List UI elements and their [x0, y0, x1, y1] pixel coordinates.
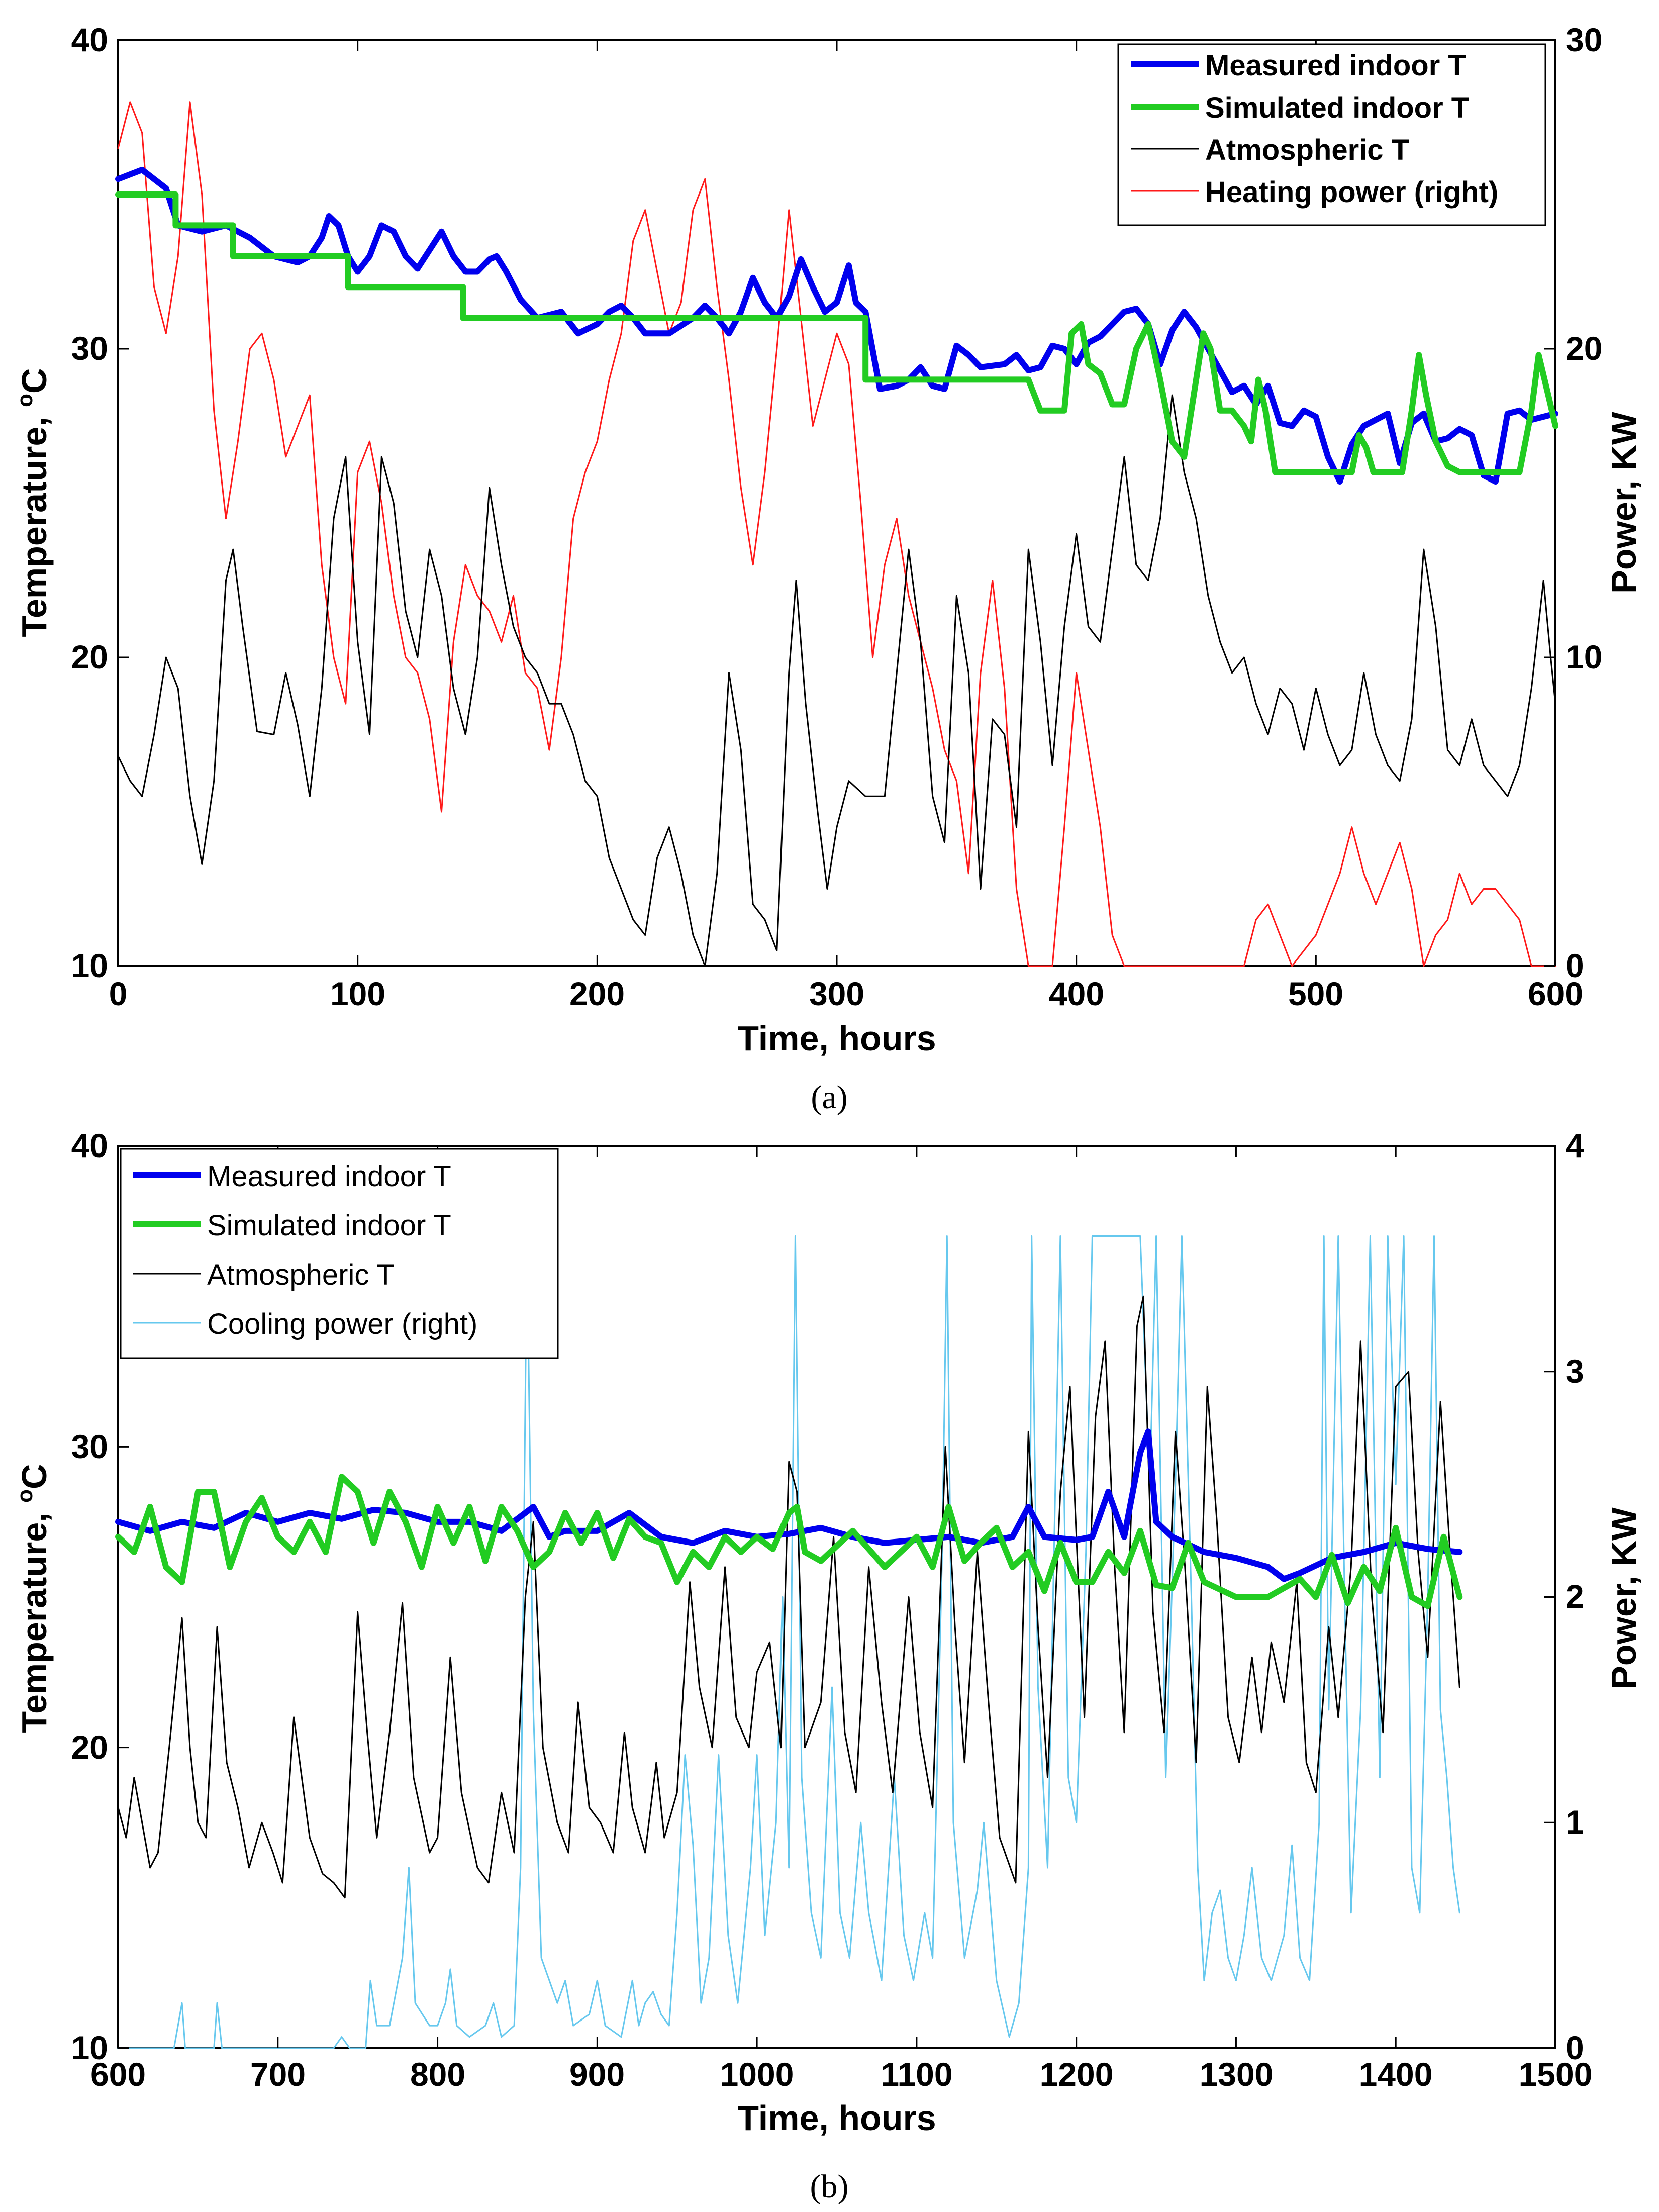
a-y-axis-label-left: Temperature, oC: [13, 368, 54, 637]
a-y-axis-label-right: Power, KW: [1604, 412, 1643, 594]
b-xtick-label: 1400: [1359, 2056, 1433, 2093]
b-caption: (b): [810, 2168, 849, 2205]
b-ytick-right-label: 2: [1566, 1578, 1584, 1615]
b-y-axis-label-right: Power, KW: [1604, 1507, 1643, 1689]
b-ytick-left-label: 20: [71, 1728, 108, 1766]
b-ytick-left-label: 10: [71, 2029, 108, 2066]
a-legend-label: Simulated indoor T: [1205, 91, 1469, 124]
b-legend-label: Cooling power (right): [207, 1308, 477, 1340]
a-series-heating-line: [117, 101, 1556, 967]
b-series-simulated-line: [115, 1474, 1463, 1609]
panel-a-ticks: [117, 39, 1556, 967]
b-ytick-left-label: 40: [71, 1127, 108, 1164]
b-ytick-left-label: 30: [71, 1428, 108, 1465]
chart-panel-a: 0 100 200 300 400 500 600 10 20 30 40 0 …: [13, 21, 1643, 1116]
b-ylabel-degree: o: [13, 1489, 37, 1503]
b-legend: Measured indoor T Simulated indoor T Atm…: [120, 1148, 559, 1359]
a-legend-label: Measured indoor T: [1205, 49, 1466, 82]
b-xtick-label: 1100: [881, 2056, 952, 2093]
a-ytick-left-label: 20: [71, 638, 108, 676]
a-caption: (a): [811, 1079, 847, 1116]
b-x-axis-label: Time, hours: [737, 2098, 936, 2138]
b-ytick-right-label: 3: [1566, 1353, 1584, 1390]
b-y-axis-label-left: Temperature, oC: [13, 1464, 54, 1733]
panel-a-series: [115, 101, 1558, 967]
a-ytick-left-label: 30: [71, 330, 108, 367]
b-xtick-label: 1000: [720, 2056, 794, 2093]
a-ytick-right-label: 30: [1566, 21, 1602, 58]
b-ytick-right-label: 0: [1566, 2029, 1584, 2066]
a-series-simulated-line: [115, 191, 1558, 475]
b-series-measured-line: [115, 1428, 1463, 1582]
b-xtick-label: 1300: [1200, 2056, 1274, 2093]
a-ytick-right-label: 20: [1566, 330, 1602, 367]
b-xtick-label: 1500: [1519, 2056, 1593, 2093]
a-ytick-left-label: 40: [71, 21, 108, 58]
chart-panel-b: 600 700 800 900 1000 1100 1200 1300 1400…: [13, 1127, 1643, 2205]
a-ylabel-unit: C: [15, 368, 54, 394]
a-ytick-right-label: 0: [1566, 947, 1584, 984]
a-legend-label: Heating power (right): [1205, 176, 1498, 209]
b-xtick-label: 800: [410, 2056, 465, 2093]
b-xtick-label: 600: [90, 2056, 146, 2093]
b-ylabel-unit: C: [15, 1464, 54, 1489]
a-xtick-label: 500: [1288, 975, 1343, 1012]
panel-b-ticks: [117, 1145, 1556, 2049]
b-ylabel-main: Temperature,: [15, 1503, 54, 1733]
a-legend-box: [1117, 43, 1546, 226]
b-xtick-label: 900: [569, 2056, 625, 2093]
b-series-atmospheric-line: [117, 1295, 1460, 1899]
a-legend-label: Atmospheric T: [1205, 134, 1409, 166]
b-legend-label: Atmospheric T: [207, 1259, 395, 1291]
a-series-atmospheric-line: [117, 394, 1556, 967]
a-xtick-label: 100: [330, 975, 385, 1012]
b-xtick-label: 1200: [1040, 2056, 1114, 2093]
a-xtick-label: 0: [109, 975, 128, 1012]
a-ylabel-main: Temperature,: [15, 407, 54, 637]
a-legend: Measured indoor T Simulated indoor T Atm…: [1117, 43, 1546, 226]
b-ytick-right-label: 4: [1566, 1127, 1584, 1164]
a-xtick-label: 300: [809, 975, 864, 1012]
a-ytick-left-label: 10: [71, 947, 108, 984]
panel-b-series: [115, 1235, 1463, 2049]
b-xtick-label: 700: [250, 2056, 306, 2093]
a-x-axis-label: Time, hours: [737, 1019, 936, 1058]
a-xtick-label: 200: [569, 975, 625, 1012]
b-series-cooling-line: [117, 1235, 1460, 2049]
a-xtick-label: 600: [1528, 975, 1583, 1012]
a-ytick-right-label: 10: [1566, 638, 1602, 676]
a-ylabel-degree: o: [13, 394, 37, 407]
a-xtick-label: 400: [1049, 975, 1104, 1012]
b-legend-label: Measured indoor T: [207, 1160, 451, 1193]
b-ytick-right-label: 1: [1566, 1803, 1584, 1841]
b-legend-label: Simulated indoor T: [207, 1209, 451, 1242]
a-series-measured-line: [115, 166, 1558, 485]
